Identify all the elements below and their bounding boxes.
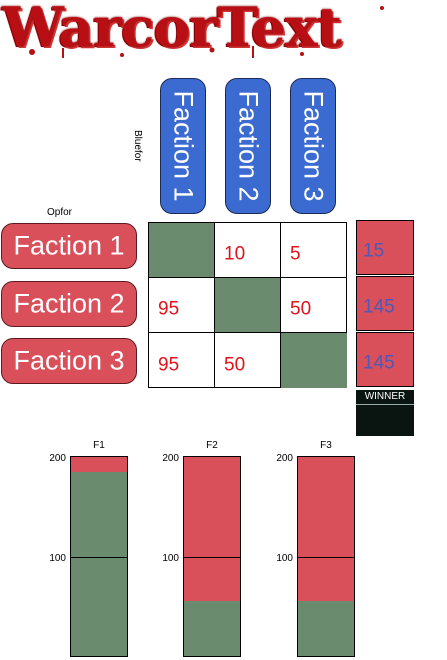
y-tick-label: 100: [162, 553, 179, 564]
row-header-label: Faction 1: [13, 230, 125, 261]
y-tick-label: 200: [49, 453, 66, 464]
row-header-label: Faction 2: [13, 288, 125, 319]
column-header-faction-2: Faction 2: [225, 78, 271, 214]
app-logo: WarcorText: [2, 0, 407, 58]
matrix-cell-diagonal: [281, 333, 347, 388]
bar-column: [70, 456, 128, 657]
bar-midline: [184, 557, 240, 558]
total-cell: 15: [356, 220, 414, 275]
logo-splatter-icon: [29, 6, 384, 58]
logo-text: WarcorText: [2, 0, 342, 59]
row-header-label: Faction 3: [13, 345, 125, 376]
matrix-cell: 50: [281, 278, 347, 333]
bar-chart-f3: F3: [297, 440, 355, 660]
opfor-label: Opfor: [47, 207, 73, 218]
column-header-label: Faction 1: [168, 90, 199, 202]
matrix-cell-diagonal: [149, 223, 215, 278]
score-matrix: 10 5 95 50 95 50: [148, 222, 347, 388]
cell-value: 50: [224, 353, 246, 375]
total-cell: 145: [356, 332, 414, 387]
winner-label: WINNER: [356, 391, 414, 405]
total-value: 15: [363, 239, 385, 261]
bar-column: [297, 456, 355, 657]
bar-column: [183, 456, 241, 657]
cell-value: 5: [290, 243, 301, 265]
y-tick-label: 100: [49, 553, 66, 564]
y-tick-label: 100: [276, 553, 293, 564]
row-header-faction-2: Faction 2: [1, 281, 137, 327]
row-header-faction-3: Faction 3: [1, 338, 137, 384]
matrix-cell: 95: [149, 333, 215, 388]
column-header-label: Faction 3: [298, 90, 329, 202]
bar-title: F3: [320, 440, 332, 451]
cell-value: 95: [158, 298, 180, 320]
cell-value: 95: [158, 353, 180, 375]
y-tick-label: 200: [276, 453, 293, 464]
matrix-cell-diagonal: [215, 278, 281, 333]
row-header-faction-1: Faction 1: [1, 223, 137, 269]
total-value: 145: [363, 351, 395, 373]
matrix-cell: 95: [149, 278, 215, 333]
matrix-cell: 10: [215, 223, 281, 278]
column-header-faction-3: Faction 3: [290, 78, 336, 214]
bar-fill-green: [71, 472, 127, 656]
cell-value: 10: [224, 243, 246, 265]
total-cell: 145: [356, 276, 414, 331]
cell-value: 50: [290, 298, 312, 320]
bar-title: F2: [206, 440, 218, 451]
bar-midline: [298, 557, 354, 558]
bar-chart-f1: F1: [70, 440, 128, 660]
bar-midline: [71, 557, 127, 558]
column-header-label: Faction 2: [233, 90, 264, 202]
y-tick-label: 200: [162, 453, 179, 464]
matrix-cell: 5: [281, 223, 347, 278]
matrix-cell: 50: [215, 333, 281, 388]
column-header-faction-1: Faction 1: [160, 78, 206, 214]
winner-box: WINNER: [356, 390, 414, 436]
bluefor-label: Bluefor: [132, 130, 143, 162]
bar-chart-f2: F2: [183, 440, 241, 660]
bar-fill-green: [298, 601, 354, 656]
total-value: 145: [363, 295, 395, 317]
bar-fill-green: [184, 601, 240, 656]
bar-title: F1: [93, 440, 105, 451]
